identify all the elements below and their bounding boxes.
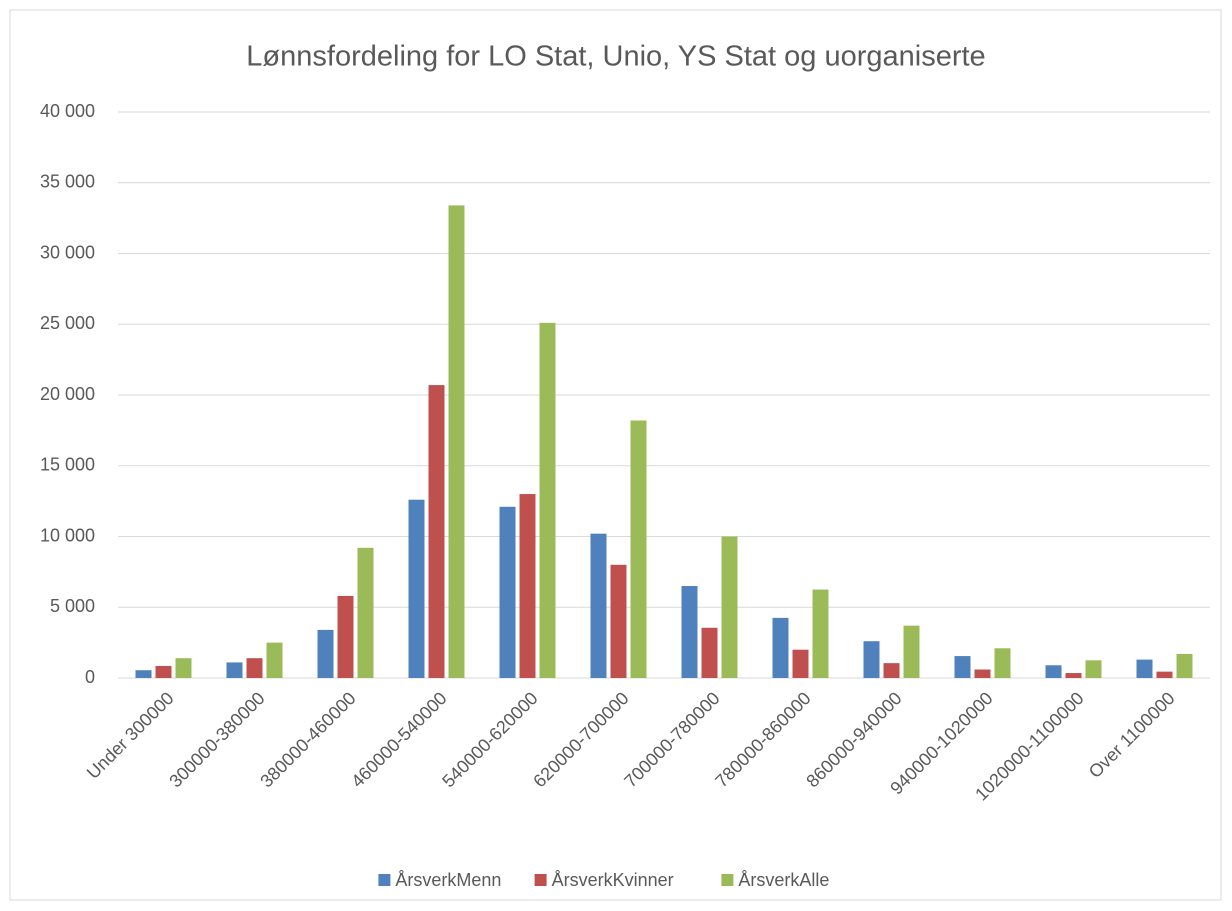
bar bbox=[721, 536, 738, 678]
bar bbox=[1136, 659, 1153, 678]
bar bbox=[448, 205, 465, 678]
bar bbox=[499, 506, 516, 678]
bar bbox=[175, 658, 192, 678]
legend-label: ÅrsverkKvinner bbox=[552, 870, 674, 890]
bar bbox=[590, 533, 607, 678]
legend-label: ÅrsverkMenn bbox=[395, 870, 501, 890]
y-tick-label: 40 000 bbox=[40, 101, 95, 121]
bar bbox=[883, 663, 900, 678]
bar bbox=[792, 649, 809, 678]
legend-label: ÅrsverkAlle bbox=[738, 870, 829, 890]
bar bbox=[226, 662, 243, 678]
bar bbox=[1085, 660, 1102, 678]
y-tick-label: 5 000 bbox=[50, 596, 95, 616]
y-tick-label: 25 000 bbox=[40, 313, 95, 333]
bar bbox=[428, 385, 445, 678]
bar bbox=[1176, 653, 1193, 678]
y-tick-label: 10 000 bbox=[40, 525, 95, 545]
chart-border bbox=[9, 9, 1222, 901]
legend-swatch bbox=[721, 874, 734, 886]
bar bbox=[903, 625, 920, 678]
bar bbox=[246, 658, 263, 678]
bar bbox=[317, 629, 334, 678]
bar bbox=[1065, 673, 1082, 678]
bar bbox=[681, 586, 698, 678]
y-tick-label: 20 000 bbox=[40, 384, 95, 404]
legend-swatch bbox=[534, 874, 547, 886]
bar bbox=[994, 648, 1011, 678]
bar bbox=[135, 670, 152, 678]
bar bbox=[974, 669, 991, 678]
bar bbox=[539, 322, 556, 678]
bar bbox=[155, 665, 172, 678]
bar bbox=[772, 617, 789, 678]
bar bbox=[701, 627, 718, 678]
y-tick-label: 0 bbox=[85, 667, 95, 687]
legend-swatch bbox=[378, 874, 391, 886]
bar bbox=[266, 642, 283, 678]
bar bbox=[408, 499, 425, 678]
y-tick-label: 30 000 bbox=[40, 242, 95, 262]
bar bbox=[357, 547, 374, 678]
bar bbox=[519, 494, 536, 678]
y-tick-label: 35 000 bbox=[40, 172, 95, 192]
bar bbox=[954, 656, 971, 678]
y-tick-label: 15 000 bbox=[40, 455, 95, 475]
bar bbox=[610, 564, 627, 678]
bar bbox=[812, 589, 829, 678]
bar bbox=[863, 641, 880, 678]
bar bbox=[1156, 671, 1173, 678]
chart-title: Lønnsfordeling for LO Stat, Unio, YS Sta… bbox=[246, 41, 985, 73]
bar bbox=[630, 420, 647, 678]
bar bbox=[337, 595, 354, 678]
bar bbox=[1045, 665, 1062, 678]
